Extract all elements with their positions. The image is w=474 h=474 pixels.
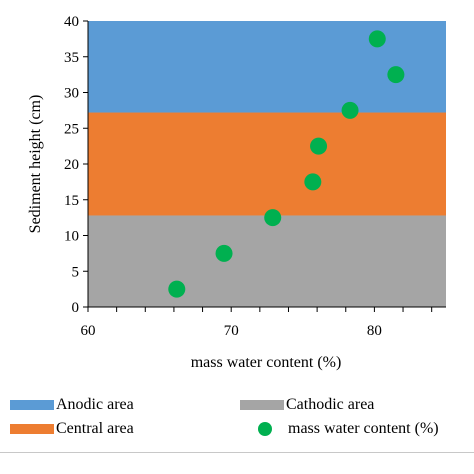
band-central-area xyxy=(88,112,446,216)
data-point xyxy=(264,209,282,227)
legend-item-water: mass water content (%) xyxy=(244,420,439,438)
central-swatch xyxy=(10,424,54,434)
data-point xyxy=(310,137,328,155)
data-point xyxy=(387,66,405,84)
y-tick-label: 40 xyxy=(64,14,79,30)
anodic-swatch xyxy=(10,400,54,410)
y-tick-label: 30 xyxy=(64,86,79,102)
legend-label-cathodic: Cathodic area xyxy=(286,396,375,413)
y-tick-label: 15 xyxy=(64,193,79,209)
bottom-divider xyxy=(0,452,474,453)
data-point xyxy=(341,101,359,119)
x-tick-label: 60 xyxy=(81,323,96,339)
band-cathodic-area xyxy=(88,215,446,307)
axis-ticks: 0 5 10 15 20 25 30 35 40 60 70 80 xyxy=(64,14,446,339)
data-points xyxy=(168,30,405,298)
y-tick-label: 5 xyxy=(72,264,80,280)
cathodic-swatch xyxy=(240,400,284,410)
legend-label-anodic: Anodic area xyxy=(56,396,134,413)
x-tick-label: 80 xyxy=(367,323,382,339)
water-content-marker-icon xyxy=(258,422,272,436)
data-point xyxy=(368,30,386,48)
legend-item-central: Central area xyxy=(10,420,134,438)
y-tick-label: 25 xyxy=(64,121,79,137)
y-tick-label: 20 xyxy=(64,157,79,173)
legend-item-anodic: Anodic area xyxy=(10,396,134,414)
y-tick-label: 35 xyxy=(64,50,79,66)
y-tick-label: 0 xyxy=(72,300,80,316)
x-tick-label: 70 xyxy=(224,323,239,339)
chart-plot: 0 5 10 15 20 25 30 35 40 60 70 80 mass water conten… xyxy=(27,14,446,371)
area-bands xyxy=(88,21,446,307)
y-tick-label: 10 xyxy=(64,229,79,245)
legend-label-central: Central area xyxy=(56,420,134,437)
y-axis-title: Sediment height (cm) xyxy=(27,95,44,234)
legend-label-water: mass water content (%) xyxy=(288,420,439,437)
x-axis-title: mass water content (%) xyxy=(191,354,342,371)
legend: Anodic area Cathodic area Central area m… xyxy=(0,392,474,452)
data-point xyxy=(304,173,322,191)
data-point xyxy=(168,280,186,298)
data-point xyxy=(215,244,233,262)
band-anodic-area xyxy=(88,21,446,113)
legend-item-cathodic: Cathodic area xyxy=(240,396,374,414)
